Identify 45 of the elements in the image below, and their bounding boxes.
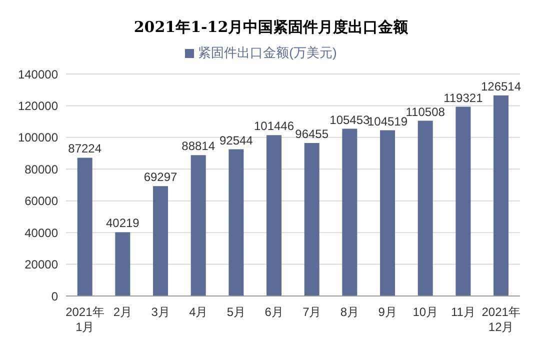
data-label: 88814 bbox=[182, 139, 216, 154]
data-label: 69297 bbox=[144, 170, 178, 184]
bar bbox=[190, 155, 206, 296]
bar bbox=[418, 120, 433, 296]
bar bbox=[77, 158, 92, 296]
x-tick-label: 10月 bbox=[412, 305, 438, 319]
data-label: 92544 bbox=[219, 133, 254, 148]
x-tick-label: 2021年1月 bbox=[66, 305, 104, 334]
x-tick-label: 3月 bbox=[151, 305, 170, 319]
data-label: 87224 bbox=[68, 142, 102, 156]
y-tick-label: 20000 bbox=[24, 258, 58, 272]
chart-title: 2021年1-12月中国紧固件月度出口金额 bbox=[132, 17, 410, 38]
bar bbox=[266, 135, 282, 296]
x-tick-label: 6月 bbox=[264, 305, 284, 319]
bar bbox=[342, 128, 358, 296]
x-tick-label: 2021年12月 bbox=[482, 305, 520, 334]
x-tick-label: 11月 bbox=[451, 305, 476, 319]
data-label: 104519 bbox=[367, 114, 408, 128]
x-tick-label: 2月 bbox=[113, 305, 132, 319]
x-tick-label: 9月 bbox=[378, 305, 397, 319]
bar bbox=[456, 106, 471, 296]
data-label: 96455 bbox=[295, 127, 329, 142]
x-tick-label: 8月 bbox=[340, 305, 360, 319]
x-tick-label: 7月 bbox=[302, 305, 322, 319]
legend-label: 紧固件出口金额(万美元) bbox=[198, 45, 337, 60]
y-tick-label: 60000 bbox=[24, 194, 58, 208]
bar bbox=[115, 232, 130, 296]
bar bbox=[228, 149, 244, 296]
y-tick-label: 140000 bbox=[18, 67, 58, 82]
x-tick-label: 5月 bbox=[226, 305, 246, 319]
bar bbox=[380, 130, 396, 296]
bar bbox=[153, 186, 168, 296]
data-label: 126514 bbox=[480, 79, 522, 94]
data-label: 40219 bbox=[106, 216, 140, 230]
y-tick-label: 100000 bbox=[18, 130, 58, 145]
data-label: 119321 bbox=[444, 90, 484, 105]
y-tick-label: 120000 bbox=[18, 98, 58, 113]
y-tick-label: 80000 bbox=[24, 162, 58, 176]
y-tick-label: 40000 bbox=[24, 226, 58, 240]
bar bbox=[494, 95, 509, 296]
bar bbox=[304, 143, 320, 296]
y-tick-label: 0 bbox=[51, 289, 58, 304]
x-tick-label: 4月 bbox=[189, 305, 208, 319]
data-label: 110508 bbox=[406, 104, 446, 119]
data-label: 101446 bbox=[254, 119, 294, 134]
